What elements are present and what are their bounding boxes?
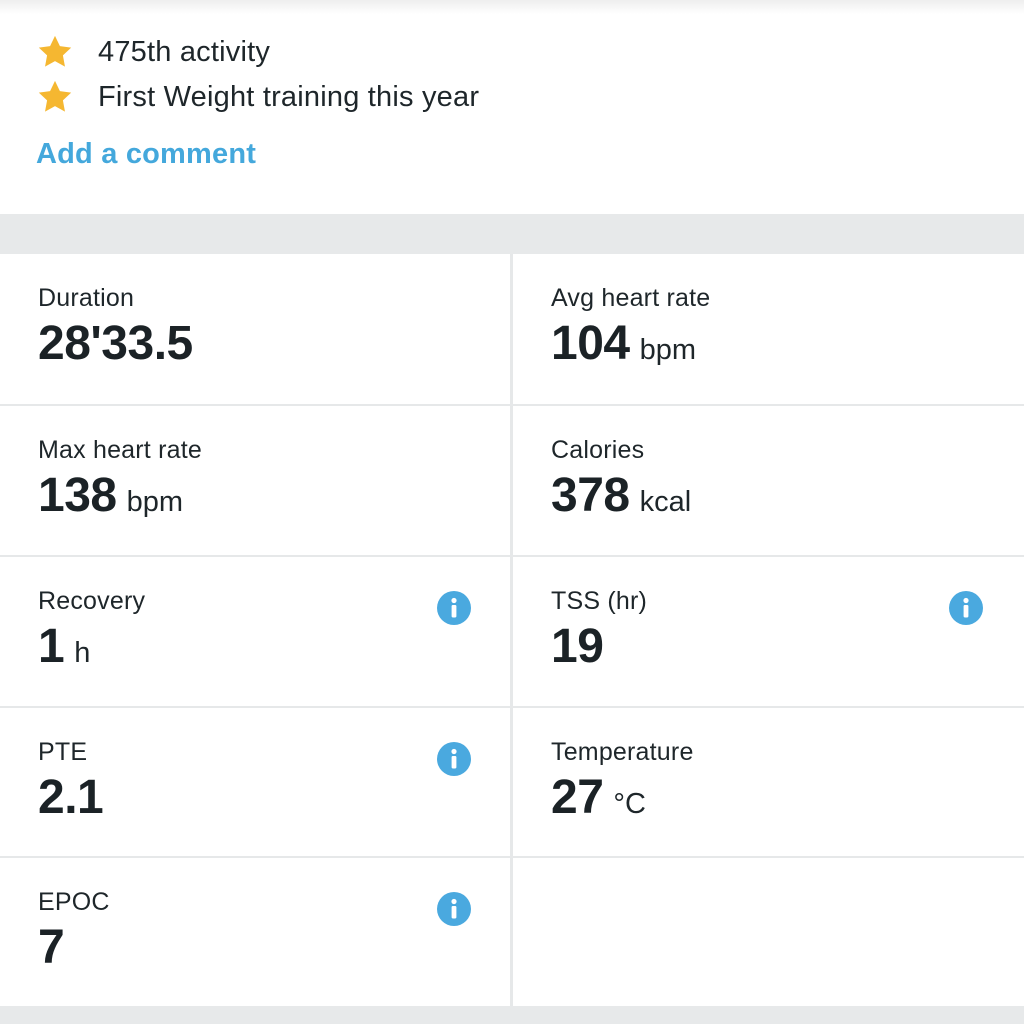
stat-value: 19 bbox=[551, 619, 604, 674]
info-icon[interactable] bbox=[437, 742, 471, 776]
grid-divider bbox=[0, 856, 1024, 858]
achievement-item: First Weight training this year bbox=[36, 77, 479, 117]
stat-unit: °C bbox=[613, 788, 646, 820]
stat-cell: Temperature 27 °C bbox=[513, 708, 1024, 858]
grid-divider bbox=[0, 706, 1024, 708]
stat-value: 2.1 bbox=[38, 770, 104, 825]
stat-unit: kcal bbox=[639, 486, 692, 518]
stat-number: 27 bbox=[551, 771, 604, 824]
stat-cell: EPOC 7 bbox=[0, 858, 511, 1008]
stat-number: 138 bbox=[38, 469, 117, 522]
achievement-item: 475th activity bbox=[36, 32, 270, 72]
stat-label: Calories bbox=[551, 436, 645, 464]
stat-label: Avg heart rate bbox=[551, 284, 711, 312]
stat-cell: Calories 378 kcal bbox=[513, 406, 1024, 556]
stat-unit: bpm bbox=[639, 334, 697, 366]
grid-divider bbox=[0, 555, 1024, 557]
stat-number: 1 bbox=[38, 620, 65, 673]
star-icon bbox=[38, 35, 72, 67]
stat-number: 19 bbox=[551, 620, 604, 673]
stat-number: 378 bbox=[551, 469, 630, 522]
stat-unit: bpm bbox=[126, 486, 184, 518]
top-shadow bbox=[0, 0, 1024, 14]
section-separator bbox=[0, 214, 1024, 254]
stat-number: 7 bbox=[38, 921, 65, 974]
stat-value: 104 bpm bbox=[551, 316, 696, 371]
info-icon[interactable] bbox=[437, 591, 471, 625]
stat-value: 7 bbox=[38, 920, 65, 975]
stat-label: EPOC bbox=[38, 888, 110, 916]
info-icon[interactable] bbox=[437, 892, 471, 926]
grid-divider bbox=[510, 254, 513, 1006]
stat-value: 138 bpm bbox=[38, 468, 183, 523]
bottom-separator bbox=[0, 1006, 1024, 1024]
stat-label: Max heart rate bbox=[38, 436, 202, 464]
stat-unit: h bbox=[74, 637, 91, 669]
stat-number: 104 bbox=[551, 317, 630, 370]
info-icon[interactable] bbox=[949, 591, 983, 625]
add-comment-link[interactable]: Add a comment bbox=[36, 138, 257, 170]
stat-number: 2.1 bbox=[38, 771, 104, 824]
stat-cell: Recovery 1 h bbox=[0, 557, 511, 707]
stat-label: Temperature bbox=[551, 738, 694, 766]
stat-number: 28'33.5 bbox=[38, 317, 193, 370]
stat-label: PTE bbox=[38, 738, 88, 766]
stat-value: 378 kcal bbox=[551, 468, 691, 523]
stat-label: Duration bbox=[38, 284, 135, 312]
stat-cell: PTE 2.1 bbox=[0, 708, 511, 858]
stat-value: 28'33.5 bbox=[38, 316, 193, 371]
stat-cell: Duration 28'33.5 bbox=[0, 254, 511, 404]
achievement-text: First Weight training this year bbox=[98, 80, 480, 113]
stat-cell: TSS (hr) 19 bbox=[513, 557, 1024, 707]
star-icon bbox=[38, 80, 72, 112]
achievements-section: 475th activity First Weight training thi… bbox=[0, 0, 1024, 214]
grid-divider bbox=[0, 404, 1024, 406]
stats-grid: EPOC 7 Temperature 27 °C PTE 2.1 TSS (hr) 19 Reco… bbox=[0, 254, 1024, 1008]
stat-label: Recovery bbox=[38, 587, 146, 615]
achievement-text: 475th activity bbox=[98, 35, 271, 68]
stat-value: 27 °C bbox=[551, 770, 646, 825]
stat-label: TSS (hr) bbox=[551, 587, 648, 615]
stat-cell: Avg heart rate 104 bpm bbox=[513, 254, 1024, 404]
stat-cell: Max heart rate 138 bpm bbox=[0, 406, 511, 556]
